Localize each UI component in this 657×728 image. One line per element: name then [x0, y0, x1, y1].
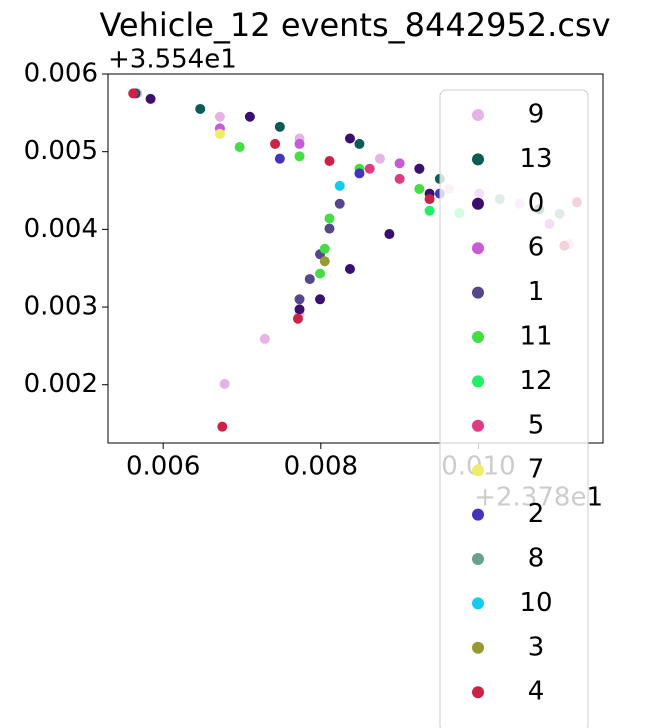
legend-label: 0: [528, 188, 545, 218]
point: [145, 93, 156, 104]
y-tick-label: 0.002: [24, 369, 98, 399]
point: [294, 294, 305, 305]
legend-marker: [472, 197, 484, 210]
legend-marker: [472, 419, 484, 432]
point: [319, 243, 330, 254]
point: [128, 88, 139, 99]
point: [364, 163, 375, 174]
y-offset-text: +3.554e1: [108, 45, 237, 75]
legend-marker: [472, 686, 484, 699]
legend-marker: [472, 375, 484, 388]
point: [214, 111, 225, 122]
point: [292, 313, 303, 324]
point: [315, 294, 326, 305]
y-tick-label: 0.005: [24, 136, 98, 166]
point: [354, 138, 365, 149]
y-tick-label: 0.003: [24, 292, 98, 322]
point: [324, 223, 335, 234]
legend-label: 10: [519, 588, 552, 618]
legend-marker: [472, 331, 484, 343]
legend-marker: [472, 286, 484, 299]
point: [384, 229, 395, 240]
point: [304, 274, 315, 285]
point: [214, 128, 225, 139]
point: [344, 133, 355, 144]
point: [259, 333, 270, 344]
point: [274, 153, 285, 164]
legend-label: 4: [528, 677, 545, 707]
point: [294, 151, 305, 162]
legend-label: 3: [528, 632, 545, 662]
legend-label: 5: [528, 410, 545, 440]
chart-title: Vehicle_12 events_8442952.csv: [99, 6, 610, 44]
point: [334, 180, 345, 191]
legend-label: 7: [528, 455, 545, 485]
legend-marker: [472, 153, 484, 166]
legend-label: 11: [519, 322, 552, 352]
point: [319, 256, 330, 267]
point: [344, 263, 355, 274]
point: [424, 194, 435, 205]
legend-label: 9: [528, 100, 545, 130]
point: [294, 304, 305, 315]
legend-marker: [472, 242, 484, 255]
point: [217, 421, 228, 432]
plot-frame: [107, 73, 604, 444]
point: [424, 205, 435, 216]
legend-label: 6: [528, 233, 545, 263]
y-tick-label: 0.006: [24, 59, 98, 89]
legend-marker: [472, 464, 484, 477]
legend-marker: [472, 109, 484, 121]
point: [294, 138, 305, 149]
legend-marker: [472, 553, 484, 565]
point: [324, 213, 335, 224]
point: [334, 198, 345, 209]
point: [195, 103, 206, 114]
point: [374, 153, 385, 164]
point: [274, 121, 285, 132]
y-tick-label: 0.004: [24, 214, 98, 244]
point: [219, 378, 230, 389]
legend-label: 2: [528, 499, 545, 529]
legend-marker: [472, 508, 484, 521]
point: [234, 142, 245, 153]
point: [414, 183, 425, 194]
point: [394, 158, 405, 169]
legend-label: 8: [528, 544, 545, 574]
point: [324, 156, 335, 167]
point: [414, 163, 425, 174]
point: [270, 138, 281, 149]
x-tick-label: 0.006: [126, 452, 200, 482]
legend-label: 12: [519, 366, 552, 396]
legend-label: 13: [519, 144, 552, 174]
legend-marker: [472, 597, 484, 610]
legend-box: [439, 89, 589, 728]
point: [244, 111, 255, 122]
x-tick-label: 0.008: [284, 452, 358, 482]
legend-marker: [472, 641, 484, 654]
point: [394, 173, 405, 184]
point: [315, 268, 326, 279]
legend-label: 1: [528, 277, 545, 307]
point: [354, 168, 365, 179]
